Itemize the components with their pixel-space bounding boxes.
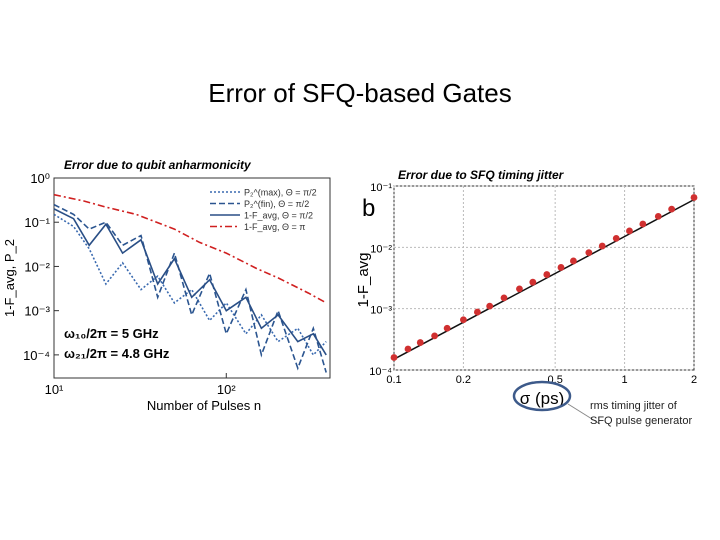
data-point [557,264,565,271]
data-point [443,324,451,332]
slide-title: Error of SFQ-based Gates [208,78,512,108]
right-x-tick-label: 0.2 [456,374,471,386]
data-point [404,345,412,353]
right-y-axis-label: 1-F_avg [355,252,372,307]
right-tick-group: 0.1 0.2 0.5 1 210⁻¹10⁻²10⁻³10⁻⁴ [369,182,697,386]
right-y-tick-label: 10⁻² [370,243,392,255]
data-point [474,308,481,316]
annotation-omega-21: ω₂₁/2π = 4.8 GHz [64,346,170,361]
right-chart: 0.1 0.2 0.5 1 210⁻¹10⁻²10⁻³10⁻⁴ b σ (ps) 1-F… [355,182,698,425]
left-tick-group: 10¹ 10² 10⁰ 10⁻¹ 10⁻² 10⁻³ 10⁻⁴ [23,171,236,397]
left-y-tick-label: 10⁻⁴ [23,348,50,363]
left-chart-caption: Error due to qubit anharmonicity [64,158,251,172]
data-point [570,257,577,265]
right-x-tick-label: 0.1 [386,374,401,386]
left-legend-label: P₂^(max), Θ = π/2 [244,188,317,198]
data-point [668,205,676,213]
right-plot-frame [393,185,695,371]
left-series-line-1 [53,213,327,357]
right-series-group [390,185,698,371]
left-y-tick-label: 10⁰ [30,171,50,186]
left-chart: 10¹ 10² 10⁰ 10⁻¹ 10⁻² 10⁻³ 10⁻⁴ P₂^(max), Θ = … [2,171,331,413]
data-point [460,316,467,324]
data-point [500,294,508,302]
data-point [598,242,606,250]
data-point [516,285,523,293]
panel-label-b: b [362,195,375,222]
right-x-axis-label: σ (ps) [520,389,565,408]
left-series-line-2 [53,203,327,373]
left-series-line-0 [53,193,327,304]
right-y-tick-label: 10⁻³ [370,305,392,317]
left-x-tick-label: 10¹ [45,382,64,397]
callout-line [567,403,601,425]
left-y-tick-label: 10⁻² [24,259,50,274]
data-point [431,332,439,340]
data-point [626,227,633,235]
sigma-highlight-ellipse [512,380,572,412]
left-x-axis-label: Number of Pulses n [147,398,261,413]
left-series-group [53,193,327,373]
jitter-note-line1: rms timing jitter of [590,400,677,412]
left-legend: P₂^(max), Θ = π/2P₂^(fin), Θ = π/2 1-F_av… [210,188,317,232]
data-point [390,354,398,361]
right-y-tick-label: 10⁻¹ [370,182,392,194]
data-point [654,212,662,220]
jitter-note: rms timing jitter of SFQ pulse generator [590,399,692,429]
left-legend-label: P₂^(fin), Θ = π/2 [244,199,309,209]
data-point [585,249,593,257]
data-point [639,220,647,228]
left-series-line-3 [53,208,327,356]
left-legend-label: 1-F_avg, Θ = π/2 [244,211,313,221]
right-x-tick-label: 2 [691,374,697,386]
left-y-tick-label: 10⁻³ [24,304,50,319]
jitter-note-line2: SFQ pulse generator [590,415,693,427]
right-y-tick-label: 10⁻⁴ [369,366,392,378]
right-x-tick-label: 1 [622,374,628,386]
data-point [486,302,494,310]
data-point [690,194,698,201]
left-y-tick-label: 10⁻¹ [24,215,50,230]
data-point [612,234,620,242]
left-y-axis-label: 1-F_avg, P_2 [2,239,17,317]
left-plot-frame [53,177,331,379]
right-chart-caption: Error due to SFQ timing jitter [398,168,564,182]
left-x-tick-label: 10² [217,382,236,397]
data-point [543,271,551,278]
left-legend-label: 1-F_avg, Θ = π [244,222,305,232]
data-point [416,339,424,346]
data-point [529,278,537,286]
annotation-omega-10: ω₁₀/2π = 5 GHz [64,326,159,341]
